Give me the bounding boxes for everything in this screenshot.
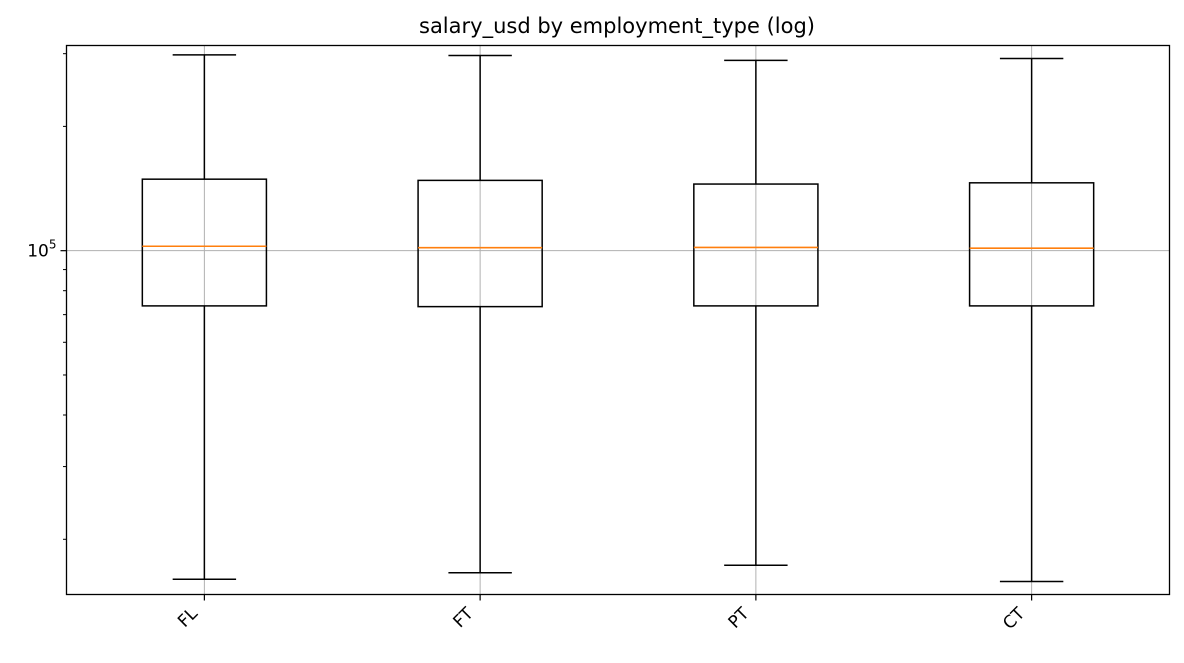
axis-ticks: FL FT PT CT 105 — [27, 53, 1033, 634]
x-tick-label-pt: PT — [725, 603, 754, 632]
x-tick-label-fl: FL — [174, 604, 202, 632]
box-group-ct — [968, 57, 1095, 583]
box-ct — [968, 182, 1095, 307]
box-fl — [141, 178, 268, 307]
grid-lines — [66, 45, 1170, 595]
box-group-fl — [141, 54, 268, 581]
box-group-ft — [417, 54, 543, 574]
plot-frame — [65, 44, 1171, 596]
box-ft — [417, 179, 543, 308]
x-tick-label-ct: CT — [999, 603, 1029, 633]
x-tick-label-ft: FT — [449, 603, 478, 632]
box-pt — [693, 183, 819, 307]
box-group-pt — [693, 59, 819, 567]
box-plots — [141, 54, 1095, 583]
chart-title: salary_usd by employment_type (log) — [419, 14, 815, 39]
y-tick-label-100000: 105 — [27, 238, 56, 262]
